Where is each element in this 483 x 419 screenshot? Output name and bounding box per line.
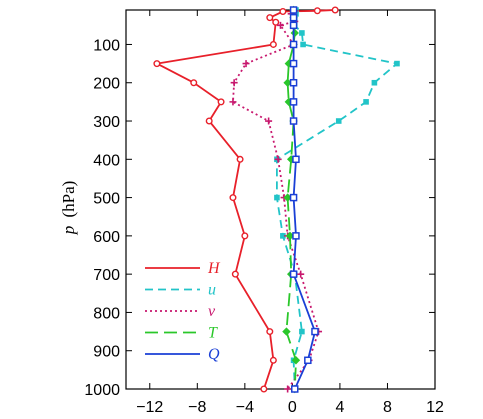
series-q-point	[289, 13, 298, 22]
y-tick-label: 200	[93, 76, 120, 93]
x-tick-label: 0	[288, 399, 297, 416]
series-v-point	[265, 117, 273, 125]
series-h-point	[231, 270, 239, 278]
series-u-point	[299, 30, 305, 36]
series-h-point	[266, 14, 274, 22]
series-q	[289, 6, 319, 393]
y-tick-label: 400	[93, 152, 120, 169]
series-q-point	[289, 98, 298, 106]
y-tick-label: 800	[93, 305, 120, 322]
axes-layer: −12 −8 −4 0 4 8 12 100 200 300 400 500 600 700 800 900 1…	[84, 9, 444, 416]
series-q-point	[289, 21, 298, 30]
series-h-point	[190, 79, 198, 87]
series-q-point	[289, 40, 298, 49]
y-axis-variable: p	[59, 226, 78, 236]
series-v-point	[274, 155, 282, 163]
legend-label-v: v	[208, 303, 216, 320]
series-q-point	[291, 385, 299, 393]
series-v-point	[297, 270, 305, 278]
y-axis-title: p (hPa)	[59, 181, 78, 236]
series-t-point	[291, 356, 301, 365]
series-h-point	[241, 232, 249, 240]
series-q-point	[289, 59, 298, 68]
series-h-point	[236, 155, 244, 163]
series-h-point	[279, 8, 287, 16]
y-tick-label: 1000	[84, 382, 120, 399]
x-tick-label: 12	[426, 399, 444, 416]
legend-label-u: u	[208, 282, 216, 299]
series-h-point	[205, 117, 213, 125]
series-u-point	[274, 194, 280, 201]
series-h-point	[229, 194, 237, 202]
x-tick-label: −4	[236, 399, 254, 416]
series-q-point	[289, 193, 298, 202]
series-q-point	[289, 270, 298, 278]
legend-label-q: Q	[208, 346, 220, 363]
series-h-point	[260, 385, 268, 393]
series-q-point	[304, 356, 312, 365]
y-tick-label: 100	[93, 37, 120, 54]
y-tick-label: 500	[93, 191, 120, 208]
y-tick-label: 900	[93, 344, 120, 361]
series-u-point	[371, 79, 378, 86]
series-u-point	[300, 41, 306, 48]
series-h	[153, 6, 339, 393]
series-q-point	[292, 155, 300, 164]
series-u-point	[299, 328, 305, 335]
series-v-point	[284, 385, 292, 393]
series-q-point	[292, 232, 300, 240]
series-h-point	[269, 40, 277, 48]
series-v-point	[230, 79, 238, 87]
series-q-point	[311, 327, 319, 336]
x-tick-label: 8	[383, 399, 392, 416]
series-t-point	[282, 327, 291, 336]
series-u-point	[363, 99, 369, 105]
series-h-point	[266, 328, 274, 336]
series-h-point	[331, 6, 339, 14]
series-h-point	[217, 98, 225, 106]
series-v-point	[242, 60, 250, 68]
series-h-point	[269, 356, 277, 364]
series-q-point	[289, 6, 298, 14]
y-axis-unit: (hPa)	[59, 181, 78, 218]
series-u-point	[394, 60, 400, 67]
y-tick-label: 300	[93, 114, 120, 131]
y-tick-label: 600	[93, 229, 120, 246]
series-v-point	[277, 21, 284, 29]
series-q-point	[289, 78, 298, 87]
series-h-point	[153, 60, 161, 68]
series-h-point	[272, 18, 280, 26]
series-h-point	[313, 7, 321, 15]
series-u-point	[335, 118, 342, 124]
x-tick-label: −8	[188, 399, 206, 416]
x-tick-label: 4	[335, 399, 344, 416]
legend-label-h: H	[207, 260, 221, 277]
y-tick-label: 700	[93, 267, 120, 284]
series-v-line	[232, 10, 320, 390]
series-q-point	[289, 117, 298, 125]
series-layer	[153, 5, 400, 394]
series-t-point	[290, 28, 299, 38]
series-v-point	[229, 98, 237, 106]
legend-label-t: T	[208, 325, 218, 342]
x-tick-label: −12	[136, 399, 163, 416]
